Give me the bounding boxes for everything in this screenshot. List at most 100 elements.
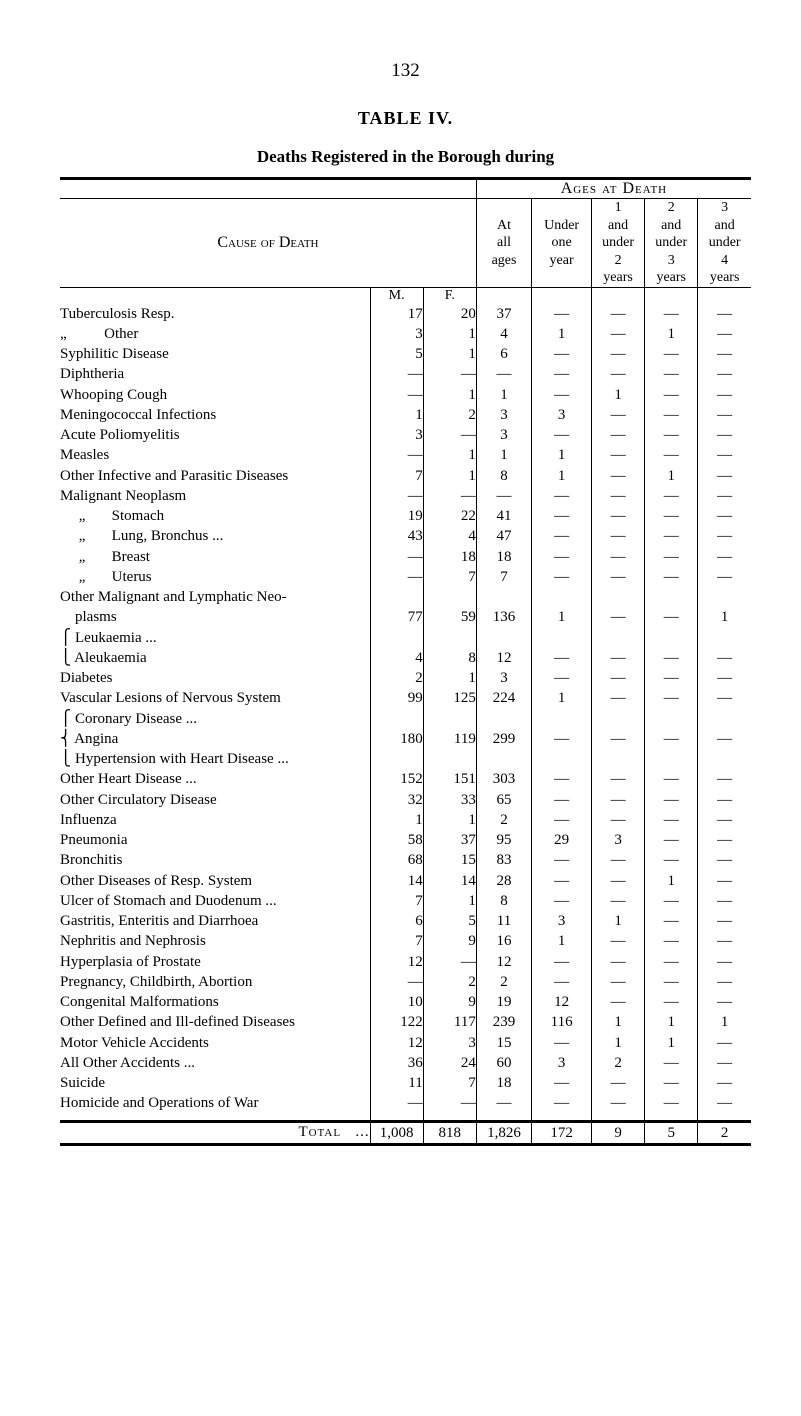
- table-row: Diphtheria———————: [60, 364, 751, 384]
- cell-f: 1: [423, 385, 476, 405]
- cell-u4: —: [698, 405, 751, 425]
- cell-u3: —: [645, 729, 698, 749]
- cell-u3: —: [645, 972, 698, 992]
- cell-u3: —: [645, 607, 698, 627]
- cell-all: [476, 749, 531, 769]
- cell-u3: —: [645, 344, 698, 364]
- ages-at-death-header: Ages at Death: [476, 179, 751, 199]
- cell-m: —: [370, 972, 423, 992]
- cell-u4: —: [698, 1093, 751, 1121]
- cell-u2: —: [592, 992, 645, 1012]
- cell-u2: —: [592, 304, 645, 324]
- cell-u4: —: [698, 547, 751, 567]
- cell-m: 36: [370, 1053, 423, 1073]
- cell-u3: —: [645, 790, 698, 810]
- cell-u1: —: [532, 769, 592, 789]
- cell-u2: —: [592, 790, 645, 810]
- cell-u1: —: [532, 810, 592, 830]
- cell-m: 7: [370, 931, 423, 951]
- cell-u1: —: [532, 506, 592, 526]
- cell-all: 1: [476, 445, 531, 465]
- cell-u3: —: [645, 526, 698, 546]
- cell-m: 12: [370, 1033, 423, 1053]
- cause-label: Acute Poliomyelitis: [60, 425, 370, 445]
- cell-u4: —: [698, 385, 751, 405]
- cell-u4: —: [698, 1073, 751, 1093]
- cell-u2: —: [592, 486, 645, 506]
- cause-label: „ Uterus: [60, 567, 370, 587]
- table-row: Homicide and Operations of War———————: [60, 1093, 751, 1121]
- cause-label: „ Other: [60, 324, 370, 344]
- cell-u3: —: [645, 405, 698, 425]
- cell-all: 12: [476, 952, 531, 972]
- cell-u2: —: [592, 425, 645, 445]
- table-row: Nephritis and Nephrosis79161———: [60, 931, 751, 951]
- cell-u3: —: [645, 385, 698, 405]
- cause-label: Hyperplasia of Prostate: [60, 952, 370, 972]
- cell-u1: —: [532, 344, 592, 364]
- cell-u2: 3: [592, 830, 645, 850]
- cell-f: [423, 628, 476, 648]
- cell-u4: —: [698, 506, 751, 526]
- cell-u3: —: [645, 547, 698, 567]
- cell-u3: —: [645, 1053, 698, 1073]
- cell-m: [370, 709, 423, 729]
- cell-u3: —: [645, 567, 698, 587]
- table-row: „ Breast—1818————: [60, 547, 751, 567]
- cell-u2: —: [592, 324, 645, 344]
- cell-m: 68: [370, 850, 423, 870]
- table-row: Ulcer of Stomach and Duodenum ...718————: [60, 891, 751, 911]
- cell-u1: —: [532, 1093, 592, 1121]
- cell-u2: 2: [592, 1053, 645, 1073]
- cause-label: ⎩ Aleukaemia: [60, 648, 370, 668]
- cause-label: „ Stomach: [60, 506, 370, 526]
- cell-u2: —: [592, 405, 645, 425]
- cell-f: 4: [423, 526, 476, 546]
- cell-u4: 1: [698, 607, 751, 627]
- cell-u2: 1: [592, 1033, 645, 1053]
- cause-label: Other Heart Disease ...: [60, 769, 370, 789]
- table-row: „ Lung, Bronchus ...43447————: [60, 526, 751, 546]
- cause-label: Other Diseases of Resp. System: [60, 871, 370, 891]
- cell-u2: —: [592, 344, 645, 364]
- cell-all: 2: [476, 810, 531, 830]
- cell-u1: —: [532, 385, 592, 405]
- cell-u4: —: [698, 567, 751, 587]
- cell-f: 1: [423, 466, 476, 486]
- cell-f: —: [423, 952, 476, 972]
- cell-u3: —: [645, 769, 698, 789]
- cell-u2: [592, 709, 645, 729]
- cause-label: Other Infective and Parasitic Diseases: [60, 466, 370, 486]
- cell-u2: —: [592, 952, 645, 972]
- total-f: 818: [423, 1121, 476, 1144]
- cell-u2: 1: [592, 911, 645, 931]
- total-u3: 5: [645, 1121, 698, 1144]
- cell-u3: [645, 749, 698, 769]
- cell-f: 3: [423, 1033, 476, 1053]
- cell-u1: —: [532, 668, 592, 688]
- cell-u3: —: [645, 304, 698, 324]
- table-row: ⎧ Leukaemia ...: [60, 628, 751, 648]
- total-u4: 2: [698, 1121, 751, 1144]
- cell-u4: —: [698, 850, 751, 870]
- cause-label: Congenital Malformations: [60, 992, 370, 1012]
- cell-u4: 1: [698, 1012, 751, 1032]
- page-number: 132: [60, 60, 751, 82]
- cell-u3: —: [645, 425, 698, 445]
- cell-u3: 1: [645, 324, 698, 344]
- cell-all: 18: [476, 1073, 531, 1093]
- cause-label: ⎨ Angina: [60, 729, 370, 749]
- cell-all: 3: [476, 405, 531, 425]
- cell-u4: —: [698, 445, 751, 465]
- cell-f: 1: [423, 891, 476, 911]
- cell-all: 4: [476, 324, 531, 344]
- cell-u1: —: [532, 425, 592, 445]
- cell-u2: —: [592, 688, 645, 708]
- cause-label: Pneumonia: [60, 830, 370, 850]
- cell-all: 60: [476, 1053, 531, 1073]
- cell-all: 18: [476, 547, 531, 567]
- cell-u3: —: [645, 1093, 698, 1121]
- cause-of-death-header: Cause of Death: [60, 199, 476, 288]
- cell-u2: —: [592, 466, 645, 486]
- cell-m: [370, 628, 423, 648]
